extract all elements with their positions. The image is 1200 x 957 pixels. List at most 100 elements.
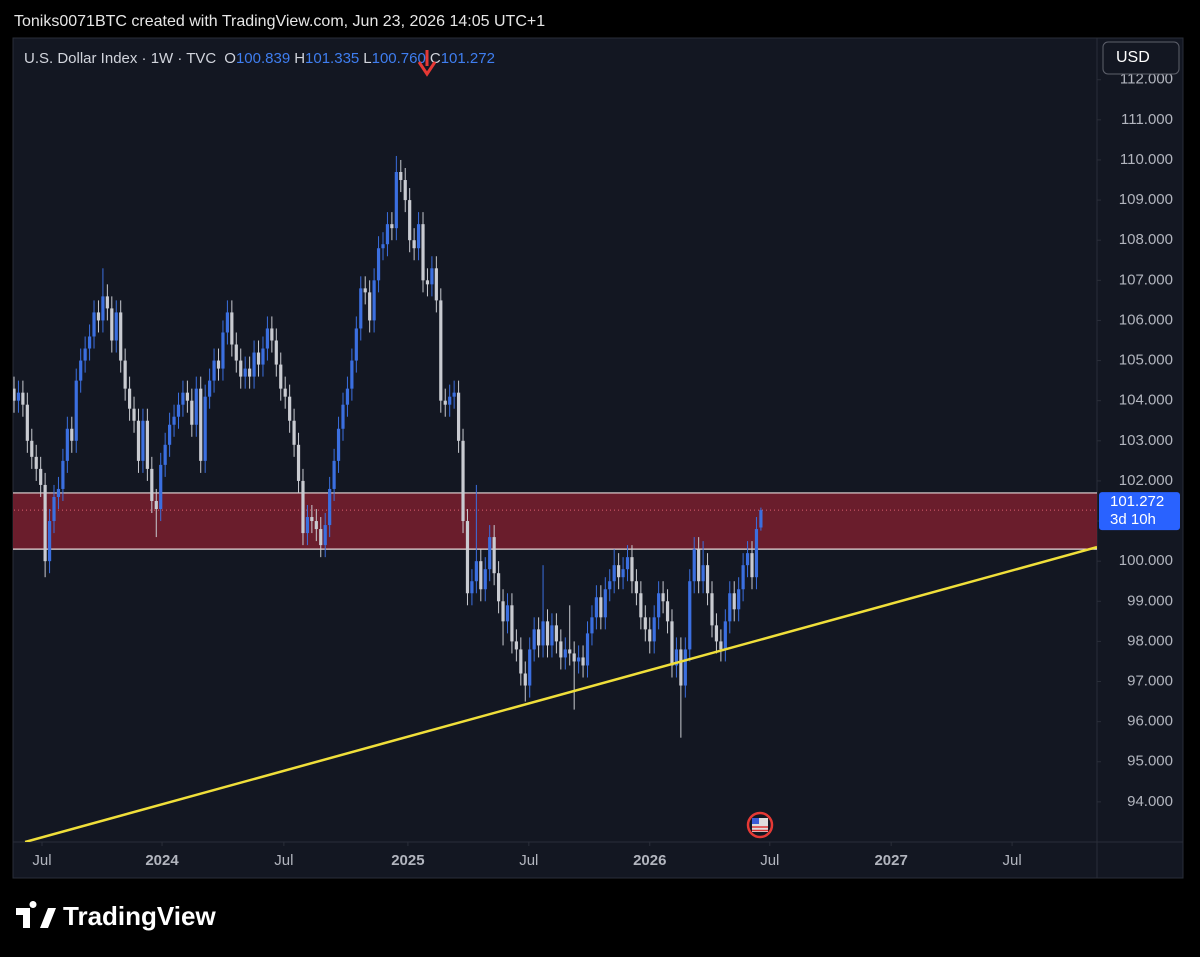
candle-body <box>710 593 714 626</box>
candle-body <box>25 404 29 441</box>
candle-body <box>492 537 496 574</box>
candle-body <box>230 312 234 345</box>
candle-body <box>239 360 243 377</box>
candle-body <box>416 224 421 249</box>
candle-body <box>283 388 287 397</box>
candle-body <box>43 484 47 562</box>
candle-body <box>159 464 163 510</box>
candle-body <box>127 388 132 409</box>
candle-body <box>74 380 78 441</box>
x-tick-label: 2027 <box>874 852 907 869</box>
candle-body <box>141 420 145 461</box>
x-tick-label: Jul <box>760 852 779 869</box>
candle-body <box>56 488 61 497</box>
x-tick-label: 2026 <box>633 852 666 869</box>
candle-body <box>319 529 323 546</box>
candle-body <box>559 641 563 658</box>
y-tick-label: 103.000 <box>1119 432 1173 449</box>
candle-body <box>430 268 434 285</box>
candle-body <box>421 224 425 281</box>
resistance-zone <box>13 492 1097 550</box>
x-tick-label: Jul <box>1002 852 1021 869</box>
candle-body <box>310 517 314 522</box>
candle-body <box>474 561 478 582</box>
candle-body <box>110 308 114 341</box>
candle-body <box>92 312 96 337</box>
candle-body <box>301 480 305 534</box>
candle-body <box>363 288 367 293</box>
candle-body <box>510 605 514 642</box>
x-tick-label: Jul <box>32 852 51 869</box>
candle-body <box>87 336 92 349</box>
logo-text: TradingView <box>63 901 216 931</box>
candle-body <box>741 565 745 590</box>
candle-body <box>328 488 332 526</box>
candle-body <box>688 581 692 650</box>
candle-body <box>714 625 719 642</box>
candle-body <box>621 569 625 578</box>
candle-body <box>657 593 661 618</box>
candle-body <box>532 629 536 650</box>
candle-body <box>648 629 652 642</box>
last-price-label: 101.272 <box>1110 493 1164 510</box>
legend-value: 100.839 <box>236 50 290 67</box>
candle-body <box>390 224 394 229</box>
candle-body <box>461 440 465 522</box>
candle-body <box>514 641 518 650</box>
candle-body <box>732 593 736 610</box>
trend-line <box>24 545 1097 842</box>
y-tick-label: 98.000 <box>1127 632 1173 649</box>
candle-body <box>652 617 656 642</box>
candle-body <box>745 553 750 566</box>
candle-body <box>208 380 212 397</box>
usd-button[interactable]: USD <box>1102 41 1180 75</box>
candle-body <box>625 557 630 570</box>
candle-body <box>723 621 727 650</box>
candle-body <box>243 368 247 377</box>
candle-body <box>203 396 207 461</box>
x-tick-label: Jul <box>519 852 538 869</box>
arrow-icon <box>417 50 437 77</box>
candle-body <box>759 510 763 528</box>
usd-label[interactable]: USD <box>1116 49 1150 66</box>
last-price-box <box>1099 492 1180 531</box>
candle-body <box>323 525 327 546</box>
candle-body <box>270 328 274 341</box>
candle-body <box>705 565 710 594</box>
candle-body <box>399 172 403 181</box>
candle-body <box>479 561 483 590</box>
candle-body <box>132 408 136 421</box>
candle-body <box>292 420 296 445</box>
candle-body <box>332 460 336 489</box>
candle-body <box>114 312 118 341</box>
candle-body <box>483 569 487 590</box>
candle-body <box>279 364 283 389</box>
candle-body <box>581 657 585 666</box>
candle-body <box>199 388 203 461</box>
candle-body <box>21 392 25 405</box>
candle-body <box>674 649 679 666</box>
legend-value: 101.335 <box>305 50 359 67</box>
candle-body <box>563 649 567 658</box>
candle-body <box>470 581 474 594</box>
candle-body <box>448 396 452 405</box>
candle-body <box>376 248 381 281</box>
candle-body <box>150 468 154 501</box>
candle-body <box>505 605 510 622</box>
candle-body <box>296 444 301 481</box>
candle-body <box>639 593 643 618</box>
candle-body <box>288 396 292 421</box>
candle-body <box>754 529 759 578</box>
x-tick-label: 2025 <box>391 852 424 869</box>
candle-body <box>336 428 341 461</box>
ohlc-header: U.S. Dollar Index · 1W · TVC O100.839 H101… <box>24 50 495 67</box>
y-tick-label: 106.000 <box>1119 311 1173 328</box>
candle-body <box>608 581 612 590</box>
legend-key: C <box>430 50 441 67</box>
candle-body <box>456 392 461 441</box>
legend-key: O <box>224 50 236 67</box>
candle-body <box>434 268 438 301</box>
symbol-title: U.S. Dollar Index · 1W · TVC <box>24 50 216 67</box>
countdown-label: 3d 10h <box>1110 511 1156 528</box>
